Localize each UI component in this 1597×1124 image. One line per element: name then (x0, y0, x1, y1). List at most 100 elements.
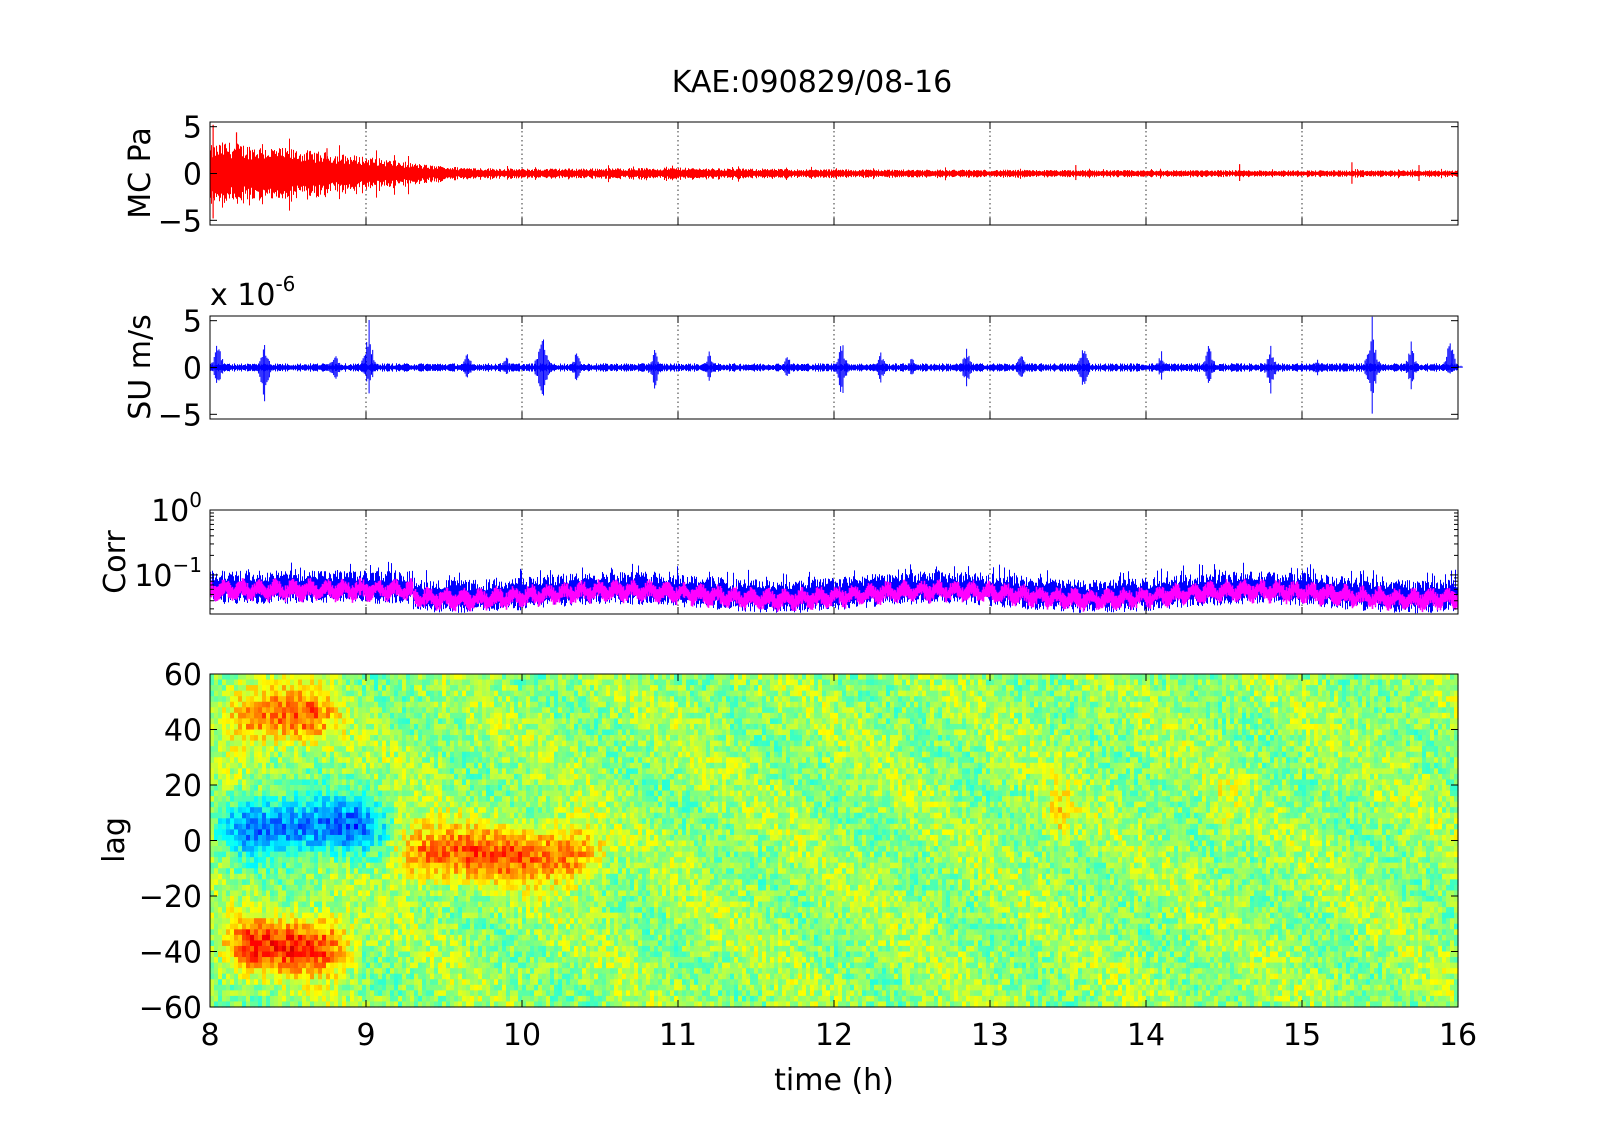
heatmap-cell (474, 712, 479, 719)
heatmap-cell (398, 718, 403, 725)
heatmap-cell (326, 912, 331, 919)
heatmap-cell (418, 862, 423, 869)
heatmap-cell (450, 951, 455, 958)
heatmap-cell (462, 679, 467, 686)
heatmap-cell (446, 751, 451, 758)
heatmap-cell (294, 718, 299, 725)
heatmap-cell (230, 829, 235, 836)
heatmap-cell (458, 962, 463, 969)
heatmap-cell (374, 685, 379, 692)
heatmap-cell (410, 834, 415, 842)
heatmap-cell (226, 884, 231, 892)
heatmap-cell (526, 751, 531, 758)
heatmap-cell (386, 823, 391, 830)
heatmap-cell (218, 823, 223, 830)
heatmap-cell (494, 979, 499, 986)
heatmap-cell (218, 851, 223, 858)
heatmap-cell (422, 707, 427, 714)
heatmap-cell (438, 851, 443, 858)
heatmap-cell (210, 884, 215, 892)
heatmap-cell (262, 912, 267, 919)
heatmap-cell (362, 740, 367, 747)
heatmap-cell (466, 973, 471, 980)
heatmap-cell (490, 973, 495, 980)
heatmap-cell (478, 740, 483, 747)
heatmap-cell (286, 934, 291, 941)
heatmap-cell (342, 779, 347, 786)
heatmap-cell (486, 801, 491, 808)
heatmap-cell (310, 879, 315, 886)
heatmap-cell (214, 868, 219, 875)
heatmap-cell (462, 834, 467, 842)
heatmap-cell (382, 957, 387, 964)
heatmap-cell (330, 907, 335, 914)
heatmap-cell (382, 779, 387, 786)
heatmap-cell (398, 945, 403, 953)
heatmap-cell (222, 746, 227, 753)
heatmap-cell (526, 834, 531, 842)
heatmap-cell (242, 762, 247, 769)
heatmap-cell (330, 790, 335, 797)
heatmap-cell (326, 812, 331, 819)
heatmap-cell (494, 823, 499, 830)
heatmap-cell (414, 674, 419, 681)
heatmap-cell (470, 807, 475, 814)
heatmap-cell (242, 773, 247, 781)
heatmap-cell (238, 818, 243, 825)
heatmap-cell (514, 735, 519, 742)
heatmap-cell (442, 834, 447, 842)
heatmap-cell (306, 901, 311, 908)
heatmap-cell (490, 790, 495, 797)
heatmap-cell (286, 929, 291, 936)
heatmap-cell (406, 879, 411, 886)
heatmap-cell (286, 862, 291, 869)
heatmap-cell (498, 746, 503, 753)
heatmap-cell (518, 762, 523, 769)
heatmap-cell (362, 962, 367, 969)
heatmap-cell (310, 957, 315, 964)
heatmap-cell (402, 801, 407, 808)
heatmap-cell (274, 746, 279, 753)
heatmap-cell (514, 834, 519, 842)
heatmap-cell (482, 768, 487, 775)
heatmap-cell (322, 723, 327, 731)
heatmap-cell (518, 873, 523, 880)
heatmap-cell (402, 757, 407, 764)
mc-grid (365, 122, 1303, 225)
heatmap-cell (346, 718, 351, 725)
heatmap-cell (498, 951, 503, 958)
heatmap-cell (318, 995, 323, 1003)
heatmap-cell (254, 995, 259, 1003)
heatmap-cell (502, 884, 507, 892)
heatmap-cell (366, 857, 371, 864)
heatmap-cell (402, 990, 407, 997)
heatmap-cell (318, 879, 323, 886)
heatmap-cell (506, 712, 511, 719)
heatmap-cell (286, 912, 291, 919)
heatmap-cell (270, 857, 275, 864)
heatmap-cell (346, 968, 351, 975)
heatmap-cell (266, 990, 271, 997)
heatmap-cell (466, 762, 471, 769)
heatmap-cell (306, 884, 311, 892)
heatmap-cell (310, 907, 315, 914)
heatmap-cell (482, 973, 487, 980)
heatmap-cell (374, 923, 379, 930)
heatmap-cell (338, 757, 343, 764)
heatmap-cell (238, 873, 243, 880)
heatmap-cell (366, 851, 371, 858)
heatmap-cell (254, 862, 259, 869)
heatmap-cell (354, 785, 359, 792)
heatmap-cell (230, 962, 235, 969)
heatmap-cell (406, 746, 411, 753)
heatmap-cell (522, 801, 527, 808)
heatmap-cell (466, 951, 471, 958)
heatmap-cell (322, 685, 327, 692)
heatmap-cell (398, 846, 403, 853)
heatmap-cell (366, 896, 371, 903)
heatmap-cell (294, 979, 299, 986)
heatmap-cell (242, 984, 247, 991)
heatmap-cell (514, 862, 519, 869)
heatmap-cell (414, 984, 419, 991)
heatmap-cell (526, 762, 531, 769)
